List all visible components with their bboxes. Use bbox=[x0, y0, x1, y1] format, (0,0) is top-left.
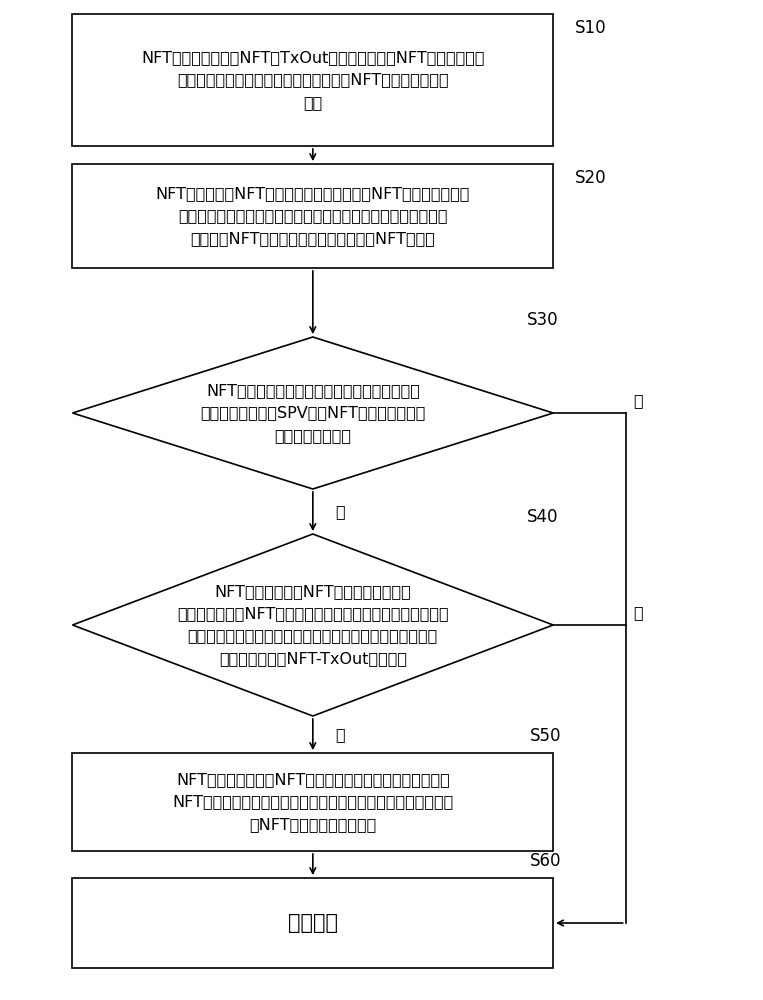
Text: S10: S10 bbox=[575, 19, 606, 37]
Text: S50: S50 bbox=[530, 727, 562, 745]
FancyBboxPatch shape bbox=[72, 14, 553, 146]
Text: NFT购买方在确认该NFT的交易存在并且溯源成功后，在该
NFT最新原子交换交易中填入输入和输出，并广播到全节点完成
该NFT的最新原子交换交易: NFT购买方在确认该NFT的交易存在并且溯源成功后，在该 NFT最新原子交换交易… bbox=[172, 772, 453, 832]
FancyBboxPatch shape bbox=[72, 878, 553, 968]
Polygon shape bbox=[72, 337, 553, 489]
Text: NFT发货方将代表一NFT的TxOut作为一个输入、NFT发货方可打开
的锁定脚本及金额作为一个输出，构建该NFT的最新原子交换
交易: NFT发货方将代表一NFT的TxOut作为一个输入、NFT发货方可打开 的锁定脚… bbox=[141, 50, 485, 110]
Text: 否: 否 bbox=[633, 393, 643, 408]
Text: NFT购买方通过最终原子交换交易的默克尔证明
、区块头，在本地SPV进行NFT的存在性验证，
判断是否验证通过: NFT购买方通过最终原子交换交易的默克尔证明 、区块头，在本地SPV进行NFT的… bbox=[200, 383, 426, 443]
Text: S40: S40 bbox=[526, 508, 558, 526]
Text: NFT购买方通过该NFT的最新原子交换交
易的输入，沿该NFT的原始原子交换交易与最终原子交换交易
之间的交易链条向上进行本地溯源，判断最终溯源结果是否
符合预: NFT购买方通过该NFT的最新原子交换交 易的输入，沿该NFT的原始原子交换交易… bbox=[177, 584, 449, 666]
FancyBboxPatch shape bbox=[72, 164, 553, 268]
FancyBboxPatch shape bbox=[72, 753, 553, 851]
Text: 是: 是 bbox=[336, 504, 346, 519]
Text: NFT发货方将该NFT的最新原子交换交易、该NFT对应的原始原子
交换交易与最终原子交换交易之间的交易链条、最终原子交换交
易中代表NFT的输出的默克尔证明发送: NFT发货方将该NFT的最新原子交换交易、该NFT对应的原始原子 交换交易与最终… bbox=[156, 186, 470, 246]
Text: 结束交易: 结束交易 bbox=[288, 913, 338, 933]
Text: S60: S60 bbox=[530, 852, 562, 870]
Polygon shape bbox=[72, 534, 553, 716]
Text: S20: S20 bbox=[575, 169, 606, 187]
Text: 是: 是 bbox=[336, 727, 346, 742]
Text: S30: S30 bbox=[526, 311, 558, 329]
Text: 否: 否 bbox=[633, 605, 643, 620]
